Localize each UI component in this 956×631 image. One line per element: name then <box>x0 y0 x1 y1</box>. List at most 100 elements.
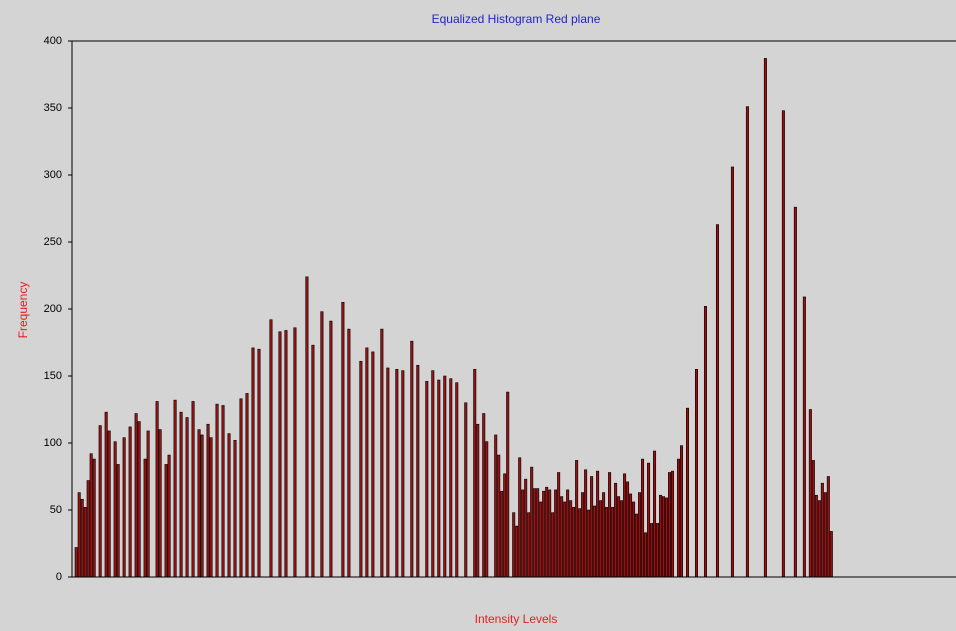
bar <box>437 379 441 578</box>
bar <box>359 360 363 578</box>
bar <box>425 381 429 578</box>
bar <box>823 492 827 578</box>
bar <box>146 430 150 578</box>
y-tick-label: 100 <box>44 437 62 449</box>
bar <box>680 445 684 578</box>
bar <box>617 496 621 578</box>
y-axis-label: Frequency <box>16 282 30 339</box>
bar <box>703 306 707 578</box>
bar <box>74 547 78 578</box>
bar <box>497 454 501 578</box>
bar <box>638 492 642 578</box>
x-axis-label: Intensity Levels <box>475 612 558 626</box>
bar <box>584 469 588 578</box>
bar <box>572 507 576 578</box>
bar <box>206 423 210 578</box>
bar <box>158 429 162 578</box>
bar <box>686 407 690 578</box>
bar <box>227 433 231 578</box>
bar <box>365 347 369 578</box>
bar <box>386 367 390 578</box>
bar <box>86 480 90 578</box>
bar <box>155 401 159 578</box>
chart-title: Equalized Histogram Red plane <box>432 12 601 26</box>
bar <box>542 490 546 578</box>
bar <box>629 493 633 578</box>
bar <box>626 481 630 578</box>
bar <box>164 464 168 578</box>
y-tick-label: 350 <box>44 102 62 114</box>
bar <box>671 470 675 578</box>
bar <box>596 470 600 578</box>
bar <box>730 166 734 578</box>
bar <box>167 454 171 578</box>
bar <box>694 368 698 578</box>
bar <box>311 344 315 578</box>
bar <box>464 402 468 578</box>
bar <box>506 391 510 578</box>
bar <box>578 508 582 578</box>
bar <box>533 488 537 578</box>
bar <box>449 378 453 578</box>
bar <box>494 434 498 578</box>
bar <box>116 464 120 578</box>
bar <box>482 413 486 578</box>
bar <box>77 492 81 578</box>
bar <box>200 434 204 578</box>
bar <box>257 348 261 578</box>
bar <box>503 473 507 578</box>
bar <box>659 494 663 578</box>
bar <box>811 460 815 578</box>
bar <box>590 476 594 578</box>
bar <box>197 429 201 578</box>
bar <box>128 426 132 578</box>
bar <box>656 523 660 578</box>
bar <box>632 501 636 578</box>
bar <box>107 430 111 578</box>
bar <box>341 301 345 578</box>
bar <box>647 462 651 578</box>
bar <box>410 340 414 578</box>
bar <box>817 500 821 578</box>
y-tick-label: 50 <box>50 504 62 516</box>
bar <box>560 496 564 578</box>
bar <box>826 476 830 578</box>
bar <box>179 411 183 578</box>
bar <box>401 370 405 578</box>
bar <box>80 498 84 578</box>
y-tick-label: 0 <box>56 571 62 583</box>
bar <box>644 532 648 578</box>
bar <box>455 382 459 578</box>
bar <box>191 401 195 578</box>
bar <box>221 405 225 578</box>
bar <box>512 512 516 578</box>
bar <box>104 411 108 578</box>
y-tick-label: 400 <box>44 35 62 47</box>
bar <box>802 296 806 578</box>
bar <box>443 375 447 578</box>
bar <box>653 450 657 578</box>
bar <box>515 525 519 578</box>
y-tick-label: 250 <box>44 236 62 248</box>
bar <box>431 370 435 578</box>
bar <box>557 472 561 578</box>
y-tick-label: 150 <box>44 370 62 382</box>
bar <box>554 489 558 578</box>
bar <box>820 482 824 578</box>
bar <box>485 441 489 578</box>
bar <box>293 327 297 578</box>
bar <box>665 497 669 578</box>
bar <box>545 486 549 578</box>
bar <box>347 328 351 578</box>
bar <box>662 496 666 578</box>
bar <box>605 507 609 578</box>
bar <box>320 311 324 578</box>
bar <box>614 482 618 578</box>
bar <box>587 509 591 578</box>
y-tick-label: 200 <box>44 303 62 315</box>
bar <box>518 457 522 578</box>
bar <box>251 347 255 578</box>
bar <box>284 330 288 578</box>
